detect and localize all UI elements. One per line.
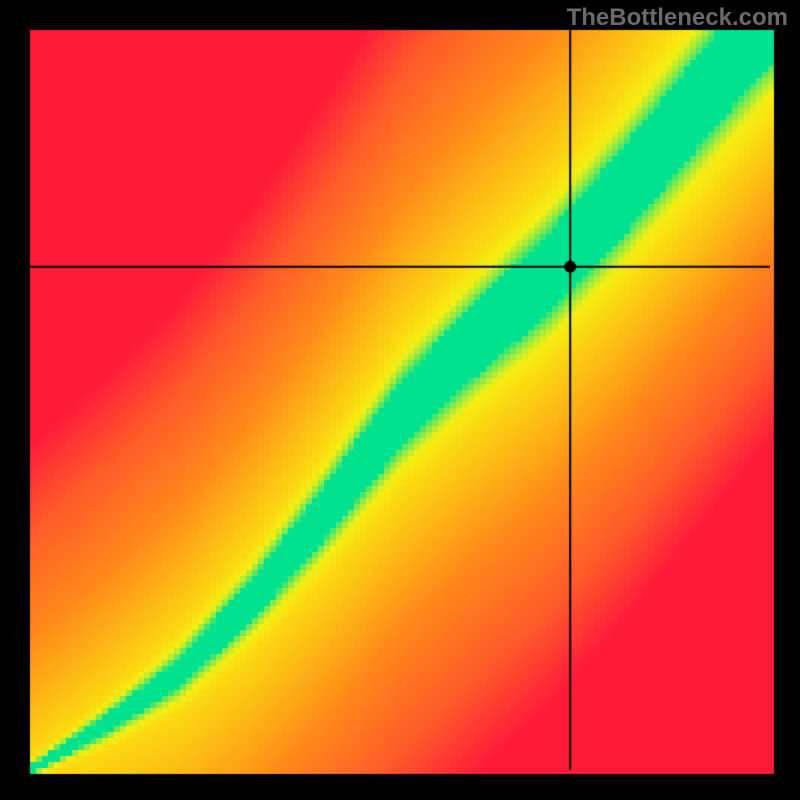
watermark-text: TheBottleneck.com [567, 4, 788, 32]
chart-container: { "watermark": { "text": "TheBottleneck.… [0, 0, 800, 800]
bottleneck-heatmap [0, 0, 800, 800]
